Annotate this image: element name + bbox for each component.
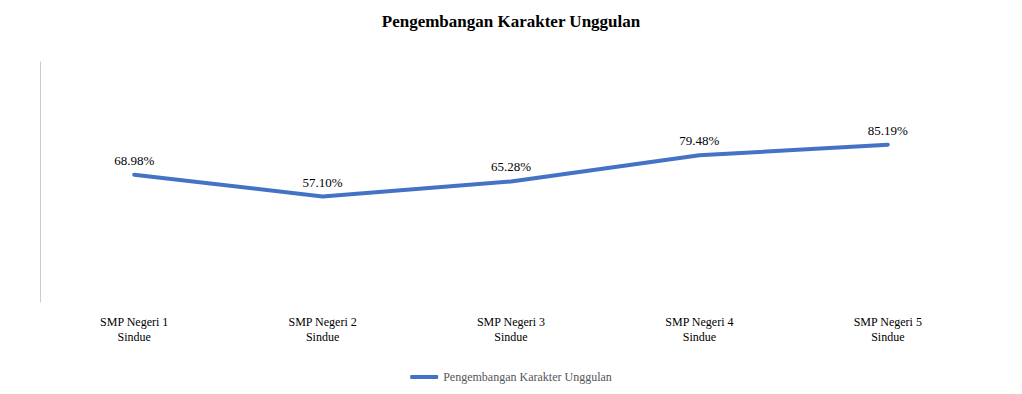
svg-text:Sindue: Sindue	[118, 330, 151, 344]
svg-text:68.98%: 68.98%	[114, 153, 154, 168]
svg-text:65.28%: 65.28%	[491, 159, 531, 174]
svg-text:SMP Negeri 5: SMP Negeri 5	[854, 315, 922, 329]
svg-text:79.48%: 79.48%	[679, 133, 719, 148]
svg-text:85.19%: 85.19%	[868, 123, 908, 138]
svg-text:Sindue: Sindue	[306, 330, 339, 344]
svg-text:Pengembangan Karakter Unggulan: Pengembangan Karakter Unggulan	[443, 370, 612, 384]
svg-text:57.10%: 57.10%	[303, 175, 343, 190]
svg-text:Pengembangan Karakter Unggulan: Pengembangan Karakter Unggulan	[382, 12, 641, 31]
svg-text:SMP Negeri 3: SMP Negeri 3	[477, 315, 545, 329]
svg-text:SMP Negeri 2: SMP Negeri 2	[288, 315, 356, 329]
svg-text:SMP Negeri 4: SMP Negeri 4	[665, 315, 733, 329]
svg-text:Sindue: Sindue	[871, 330, 904, 344]
svg-text:Sindue: Sindue	[494, 330, 527, 344]
svg-text:SMP Negeri 1: SMP Negeri 1	[100, 315, 168, 329]
svg-text:Sindue: Sindue	[683, 330, 716, 344]
